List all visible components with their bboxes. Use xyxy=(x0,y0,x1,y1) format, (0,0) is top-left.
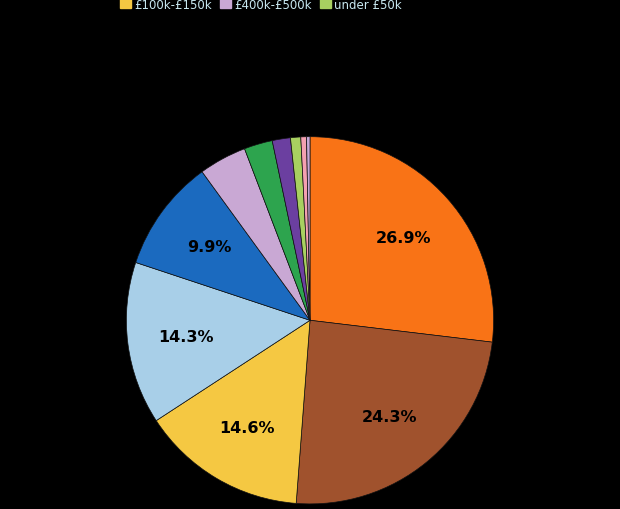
Wedge shape xyxy=(290,137,310,321)
Wedge shape xyxy=(296,321,492,504)
Wedge shape xyxy=(136,173,310,321)
Wedge shape xyxy=(310,137,494,343)
Text: 24.3%: 24.3% xyxy=(361,409,417,425)
Wedge shape xyxy=(126,263,310,421)
Text: 26.9%: 26.9% xyxy=(376,231,431,245)
Wedge shape xyxy=(306,137,310,321)
Wedge shape xyxy=(244,142,310,321)
Legend: £150k-£200k, £200k-£250k, £100k-£150k, £250k-£300k, £300k-£400k, £400k-£500k, £5: £150k-£200k, £200k-£250k, £100k-£150k, £… xyxy=(117,0,503,15)
Wedge shape xyxy=(272,138,310,321)
Text: 14.3%: 14.3% xyxy=(159,329,214,344)
Text: 9.9%: 9.9% xyxy=(187,240,231,254)
Wedge shape xyxy=(301,137,310,321)
Text: 14.6%: 14.6% xyxy=(219,420,274,435)
Wedge shape xyxy=(202,150,310,321)
Wedge shape xyxy=(156,321,310,503)
